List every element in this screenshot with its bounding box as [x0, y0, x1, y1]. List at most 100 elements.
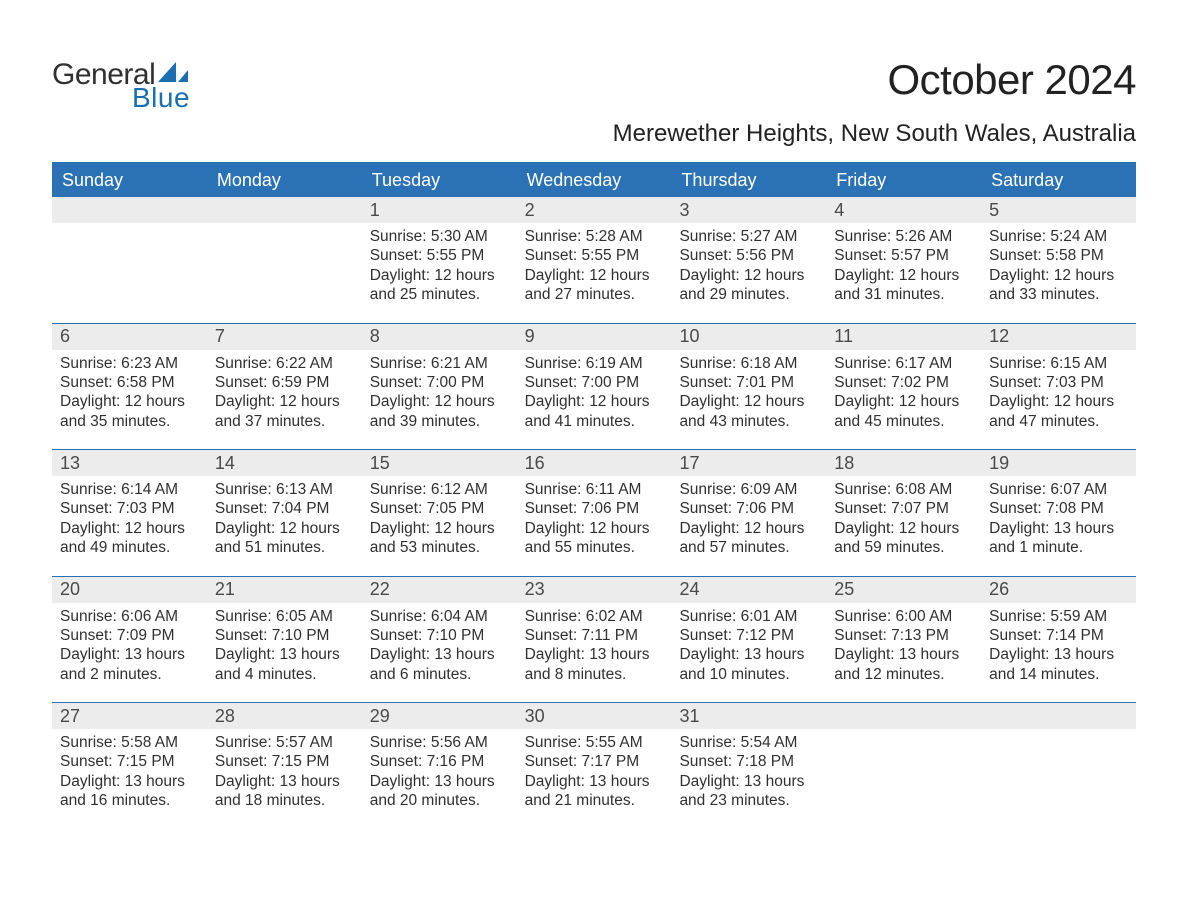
sunrise-text: Sunrise: 6:17 AM	[834, 354, 973, 373]
location-subtitle: Merewether Heights, New South Wales, Aus…	[613, 120, 1136, 148]
logo: General Blue	[52, 56, 190, 112]
sunrise-text: Sunrise: 6:12 AM	[370, 480, 509, 499]
sunset-text: Sunset: 7:06 PM	[525, 499, 664, 518]
day-cell: 2Sunrise: 5:28 AMSunset: 5:55 PMDaylight…	[517, 197, 672, 323]
day-body: Sunrise: 6:13 AMSunset: 7:04 PMDaylight:…	[207, 476, 362, 558]
day-number	[52, 197, 207, 223]
day-cell: 10Sunrise: 6:18 AMSunset: 7:01 PMDayligh…	[671, 324, 826, 450]
sunrise-text: Sunrise: 5:56 AM	[370, 733, 509, 752]
day-cell: 26Sunrise: 5:59 AMSunset: 7:14 PMDayligh…	[981, 577, 1136, 703]
day-number	[826, 703, 981, 729]
sunrise-text: Sunrise: 5:27 AM	[679, 227, 818, 246]
weekday-header: Saturday	[981, 164, 1136, 197]
day-number: 16	[517, 450, 672, 476]
sunrise-text: Sunrise: 6:01 AM	[679, 607, 818, 626]
day-number: 19	[981, 450, 1136, 476]
day-body	[52, 223, 207, 227]
day-number: 3	[671, 197, 826, 223]
daylight-text: Daylight: 12 hours and 51 minutes.	[215, 519, 354, 558]
day-cell: 29Sunrise: 5:56 AMSunset: 7:16 PMDayligh…	[362, 703, 517, 829]
sunrise-text: Sunrise: 6:13 AM	[215, 480, 354, 499]
day-cell: 20Sunrise: 6:06 AMSunset: 7:09 PMDayligh…	[52, 577, 207, 703]
day-body: Sunrise: 6:05 AMSunset: 7:10 PMDaylight:…	[207, 603, 362, 685]
day-body: Sunrise: 5:58 AMSunset: 7:15 PMDaylight:…	[52, 729, 207, 811]
day-number	[207, 197, 362, 223]
sunset-text: Sunset: 7:00 PM	[525, 373, 664, 392]
sunset-text: Sunset: 7:09 PM	[60, 626, 199, 645]
sunrise-text: Sunrise: 6:02 AM	[525, 607, 664, 626]
day-body: Sunrise: 6:17 AMSunset: 7:02 PMDaylight:…	[826, 350, 981, 432]
day-number: 18	[826, 450, 981, 476]
calendar-document: General Blue October 2024 Merewether Hei…	[0, 0, 1188, 849]
day-cell: 4Sunrise: 5:26 AMSunset: 5:57 PMDaylight…	[826, 197, 981, 323]
day-cell: 16Sunrise: 6:11 AMSunset: 7:06 PMDayligh…	[517, 450, 672, 576]
sunset-text: Sunset: 7:13 PM	[834, 626, 973, 645]
day-cell: 3Sunrise: 5:27 AMSunset: 5:56 PMDaylight…	[671, 197, 826, 323]
sunrise-text: Sunrise: 5:28 AM	[525, 227, 664, 246]
sunset-text: Sunset: 7:00 PM	[370, 373, 509, 392]
sunset-text: Sunset: 7:14 PM	[989, 626, 1128, 645]
day-cell: 9Sunrise: 6:19 AMSunset: 7:00 PMDaylight…	[517, 324, 672, 450]
day-body: Sunrise: 6:18 AMSunset: 7:01 PMDaylight:…	[671, 350, 826, 432]
day-body: Sunrise: 5:55 AMSunset: 7:17 PMDaylight:…	[517, 729, 672, 811]
daylight-text: Daylight: 12 hours and 37 minutes.	[215, 392, 354, 431]
weekday-header: Wednesday	[517, 164, 672, 197]
daylight-text: Daylight: 13 hours and 12 minutes.	[834, 645, 973, 684]
sunset-text: Sunset: 7:07 PM	[834, 499, 973, 518]
sunrise-text: Sunrise: 5:58 AM	[60, 733, 199, 752]
sunrise-text: Sunrise: 6:15 AM	[989, 354, 1128, 373]
daylight-text: Daylight: 12 hours and 45 minutes.	[834, 392, 973, 431]
sunrise-text: Sunrise: 6:05 AM	[215, 607, 354, 626]
daylight-text: Daylight: 13 hours and 1 minute.	[989, 519, 1128, 558]
daylight-text: Daylight: 12 hours and 57 minutes.	[679, 519, 818, 558]
weekday-header: Sunday	[52, 164, 207, 197]
day-body	[981, 729, 1136, 733]
day-number: 10	[671, 324, 826, 350]
day-number: 29	[362, 703, 517, 729]
day-number: 8	[362, 324, 517, 350]
day-body: Sunrise: 5:56 AMSunset: 7:16 PMDaylight:…	[362, 729, 517, 811]
day-cell: 30Sunrise: 5:55 AMSunset: 7:17 PMDayligh…	[517, 703, 672, 829]
day-body: Sunrise: 5:59 AMSunset: 7:14 PMDaylight:…	[981, 603, 1136, 685]
sunrise-text: Sunrise: 5:26 AM	[834, 227, 973, 246]
day-cell: 27Sunrise: 5:58 AMSunset: 7:15 PMDayligh…	[52, 703, 207, 829]
day-cell	[207, 197, 362, 323]
weekday-header: Monday	[207, 164, 362, 197]
day-cell: 17Sunrise: 6:09 AMSunset: 7:06 PMDayligh…	[671, 450, 826, 576]
sunset-text: Sunset: 7:10 PM	[215, 626, 354, 645]
day-body: Sunrise: 6:23 AMSunset: 6:58 PMDaylight:…	[52, 350, 207, 432]
sunrise-text: Sunrise: 5:30 AM	[370, 227, 509, 246]
day-cell: 18Sunrise: 6:08 AMSunset: 7:07 PMDayligh…	[826, 450, 981, 576]
day-cell: 25Sunrise: 6:00 AMSunset: 7:13 PMDayligh…	[826, 577, 981, 703]
day-number: 13	[52, 450, 207, 476]
day-cell	[981, 703, 1136, 829]
day-number: 11	[826, 324, 981, 350]
day-cell: 6Sunrise: 6:23 AMSunset: 6:58 PMDaylight…	[52, 324, 207, 450]
day-number: 2	[517, 197, 672, 223]
sunset-text: Sunset: 7:11 PM	[525, 626, 664, 645]
day-body: Sunrise: 5:27 AMSunset: 5:56 PMDaylight:…	[671, 223, 826, 305]
sunset-text: Sunset: 5:57 PM	[834, 246, 973, 265]
daylight-text: Daylight: 12 hours and 43 minutes.	[679, 392, 818, 431]
weekday-header: Friday	[826, 164, 981, 197]
sunrise-text: Sunrise: 6:04 AM	[370, 607, 509, 626]
month-title: October 2024	[613, 56, 1136, 104]
day-cell: 31Sunrise: 5:54 AMSunset: 7:18 PMDayligh…	[671, 703, 826, 829]
sunrise-text: Sunrise: 6:08 AM	[834, 480, 973, 499]
day-body: Sunrise: 6:19 AMSunset: 7:00 PMDaylight:…	[517, 350, 672, 432]
sunrise-text: Sunrise: 6:09 AM	[679, 480, 818, 499]
day-body: Sunrise: 5:26 AMSunset: 5:57 PMDaylight:…	[826, 223, 981, 305]
day-cell: 28Sunrise: 5:57 AMSunset: 7:15 PMDayligh…	[207, 703, 362, 829]
day-body: Sunrise: 5:24 AMSunset: 5:58 PMDaylight:…	[981, 223, 1136, 305]
daylight-text: Daylight: 12 hours and 41 minutes.	[525, 392, 664, 431]
day-body: Sunrise: 6:09 AMSunset: 7:06 PMDaylight:…	[671, 476, 826, 558]
daylight-text: Daylight: 13 hours and 10 minutes.	[679, 645, 818, 684]
sunset-text: Sunset: 7:02 PM	[834, 373, 973, 392]
sunrise-text: Sunrise: 5:59 AM	[989, 607, 1128, 626]
day-number	[981, 703, 1136, 729]
daylight-text: Daylight: 12 hours and 49 minutes.	[60, 519, 199, 558]
day-body: Sunrise: 6:02 AMSunset: 7:11 PMDaylight:…	[517, 603, 672, 685]
sunset-text: Sunset: 6:58 PM	[60, 373, 199, 392]
sunset-text: Sunset: 7:15 PM	[215, 752, 354, 771]
sunset-text: Sunset: 5:58 PM	[989, 246, 1128, 265]
